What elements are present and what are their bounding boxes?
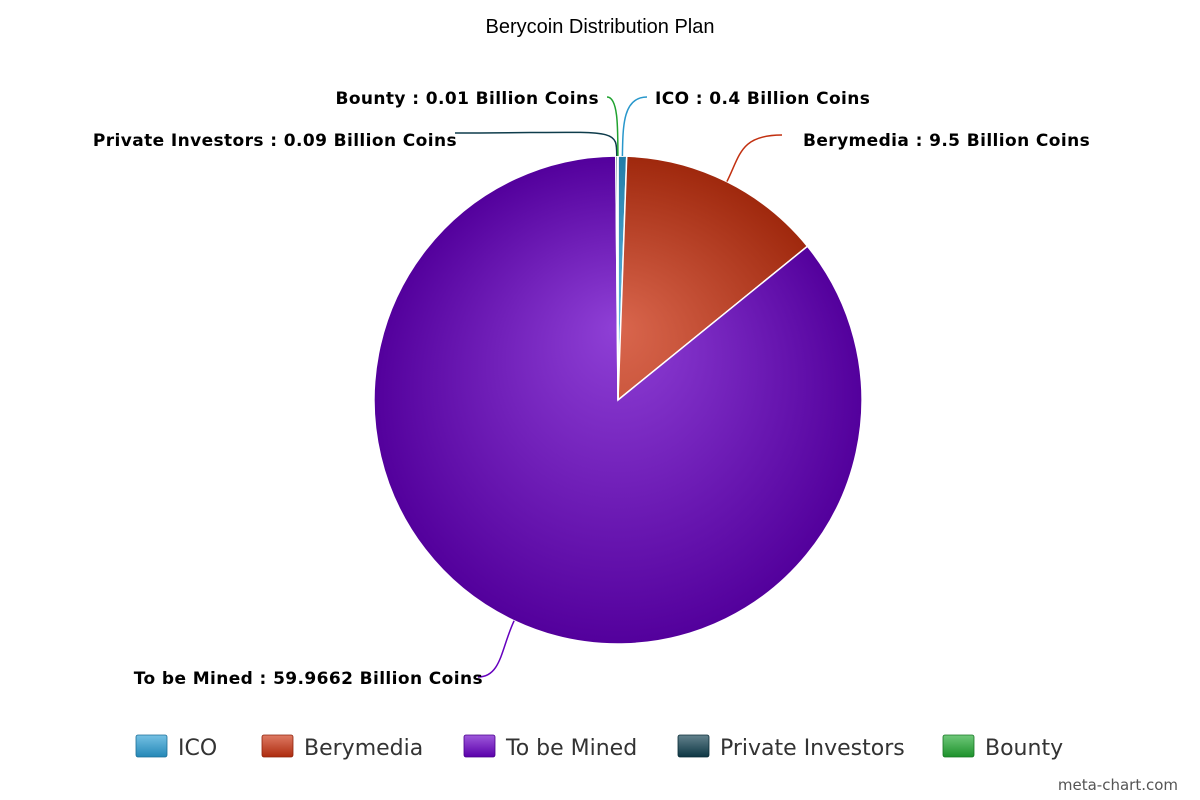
legend-swatch-berymedia — [261, 734, 294, 758]
leader-line-to-be-mined — [477, 620, 515, 678]
data-label-ico: ICO : 0.4 Billion Coins — [655, 89, 870, 109]
legend-label-berymedia: Berymedia — [304, 736, 423, 761]
legend-swatch-ico — [135, 734, 168, 758]
leader-line-ico — [621, 96, 648, 157]
leader-line-berymedia — [726, 134, 783, 182]
legend-swatch-private-investors — [677, 734, 710, 758]
legend-label-bounty: Bounty — [985, 736, 1063, 761]
legend-item-ico[interactable]: ICO — [135, 734, 217, 761]
leader-line-bounty — [606, 96, 619, 157]
data-label-berymedia: Berymedia : 9.5 Billion Coins — [803, 131, 1090, 151]
data-labels: ICO : 0.4 Billion Coins Berymedia : 9.5 B… — [93, 89, 1090, 689]
legend-item-bounty[interactable]: Bounty — [942, 734, 1063, 761]
label-leaders — [454, 96, 783, 678]
legend-swatch-to-be-mined — [463, 734, 496, 758]
legend-item-berymedia[interactable]: Berymedia — [261, 734, 423, 761]
legend-label-private-investors: Private Investors — [720, 736, 905, 761]
pie-slices — [373, 155, 863, 645]
legend-item-private-investors[interactable]: Private Investors — [677, 734, 905, 761]
chart-title: Berycoin Distribution Plan — [486, 16, 715, 38]
legend: ICO Berymedia To be Mined Private Investors… — [135, 734, 1063, 761]
legend-label-ico: ICO — [178, 736, 217, 761]
data-label-private-investors: Private Investors : 0.09 Billion Coins — [93, 131, 457, 151]
chart-credit: meta-chart.com — [1058, 776, 1178, 794]
legend-label-to-be-mined: To be Mined — [505, 736, 637, 761]
pie-slice-berymedia[interactable] — [617, 155, 809, 402]
leader-line-private-investors — [454, 131, 618, 157]
data-label-to-be-mined: To be Mined : 59.9662 Billion Coins — [134, 669, 483, 689]
legend-swatch-bounty — [942, 734, 975, 758]
data-label-bounty: Bounty : 0.01 Billion Coins — [335, 89, 599, 109]
legend-item-to-be-mined[interactable]: To be Mined — [463, 734, 637, 761]
